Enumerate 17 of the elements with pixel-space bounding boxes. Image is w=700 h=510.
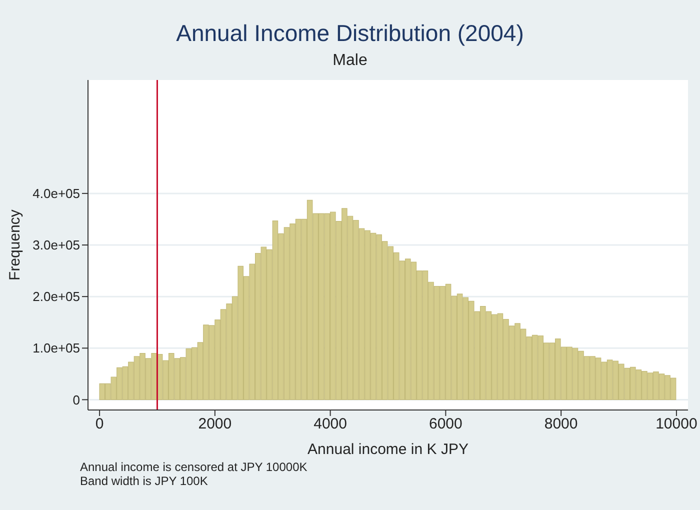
y-axis-title: Frequency [6,209,24,280]
x-tick-label: 8000 [544,416,578,433]
x-tick-label: 2000 [198,416,232,433]
y-tick-label: 0 [72,392,80,408]
x-tick-label: 4000 [314,416,347,433]
x-tick-label: 10000 [656,416,698,433]
text: Annual income is censored at JPY 10000K [80,460,308,474]
chart-title: Annual Income Distribution (2004) [175,20,525,47]
x-tick-label: 6000 [429,416,462,433]
y-tick-label: 2.0e+05 [32,289,80,304]
y-tick-label: 3.0e+05 [32,238,80,253]
y-tick-label: 1.0e+05 [32,340,80,356]
x-tick-label: 0 [95,416,104,433]
chart-subtitle: Male [332,52,368,70]
x-axis-title: Annual income in K JPY [308,441,468,458]
y-tick-label: 4.0e+05 [32,186,80,202]
text: Band width is JPY 100K [80,474,209,488]
